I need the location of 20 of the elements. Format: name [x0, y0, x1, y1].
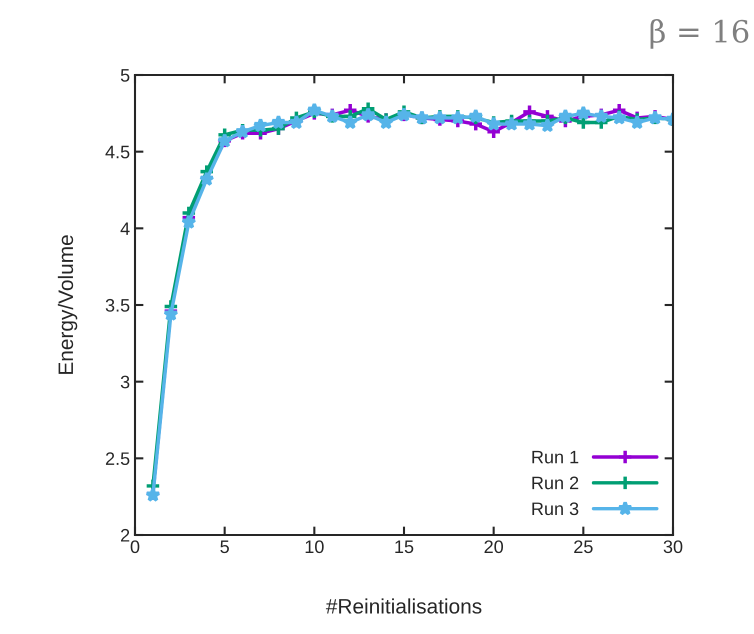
y-tick-label: 3: [120, 376, 130, 388]
chart-title: β = 16: [650, 19, 748, 49]
x-axis-title: #Reinitialisations: [326, 598, 482, 614]
legend-label: Run 1: [532, 450, 578, 464]
x-tick-label: 30: [664, 540, 682, 554]
legend-label: Run 3: [532, 502, 578, 516]
y-tick-label: 5: [120, 69, 130, 82]
legend-label: Run 2: [532, 476, 578, 490]
y-tick-label: 2.5: [106, 452, 130, 466]
y-axis-title: Energy/Volume: [58, 235, 78, 374]
x-tick-label: 20: [484, 540, 504, 554]
x-tick-label: 15: [395, 540, 414, 554]
y-tick-label: 4: [120, 222, 130, 235]
y-tick-label: 4.5: [105, 146, 130, 158]
y-tick-label: 3.5: [106, 298, 130, 312]
x-tick-label: 0: [130, 540, 140, 554]
x-tick-label: 5: [220, 540, 229, 554]
y-tick-label: 2: [121, 528, 130, 542]
x-tick-label: 10: [306, 540, 324, 554]
x-tick-label: 25: [574, 540, 593, 554]
